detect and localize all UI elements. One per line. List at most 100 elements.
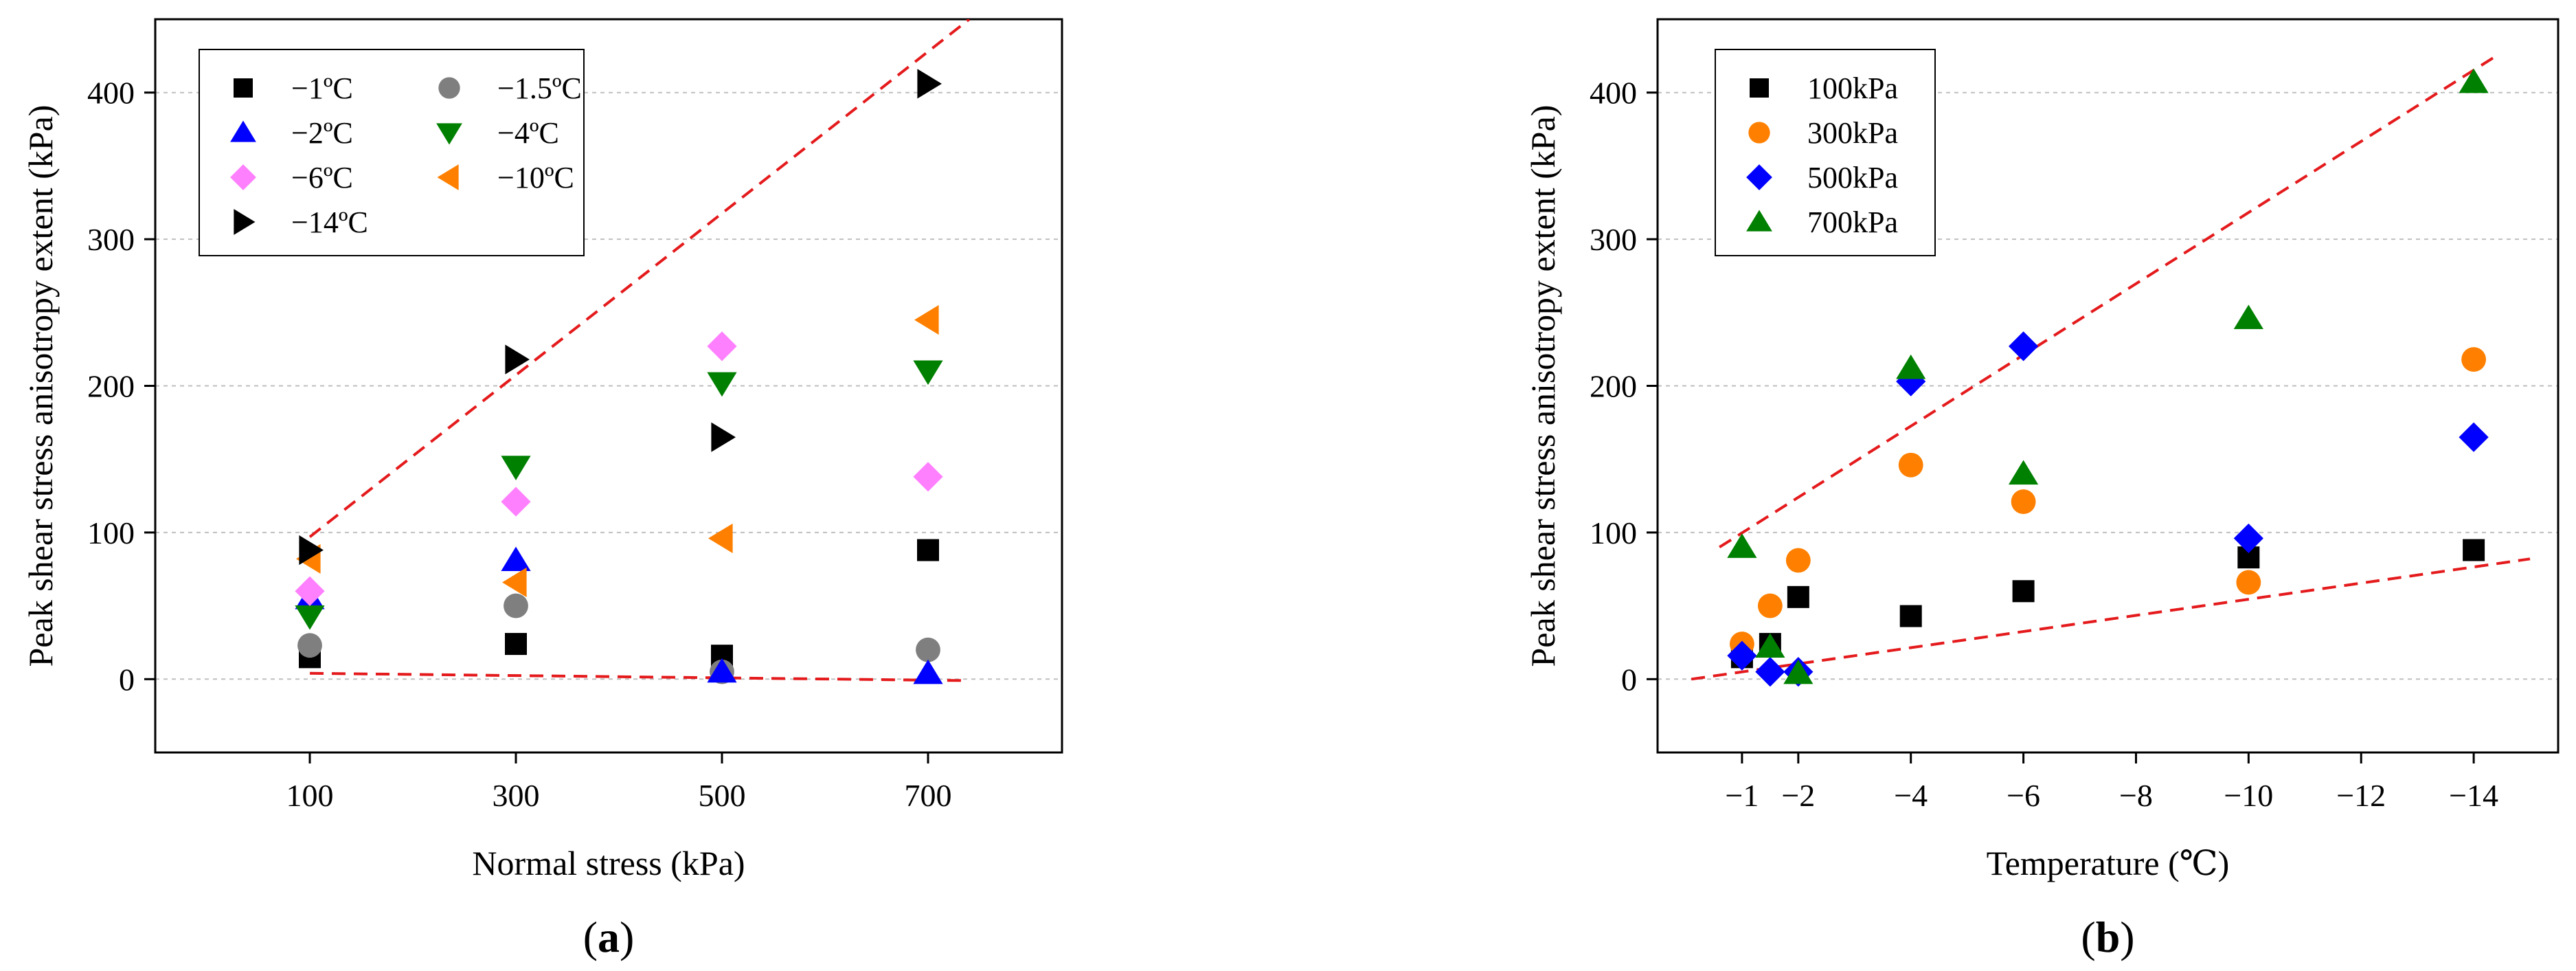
legend-label: −1.5ºC — [497, 71, 582, 105]
y-tick-label: 100 — [1590, 515, 1637, 550]
legend-marker — [1746, 164, 1772, 190]
series-m4c — [295, 360, 943, 630]
legend-label: 500kPa — [1807, 161, 1898, 194]
panel-label-letter: b — [2096, 913, 2121, 961]
legend-marker — [234, 209, 256, 235]
x-tick-label: 500 — [699, 778, 746, 813]
y-tick-label: 400 — [1590, 76, 1637, 111]
data-point — [502, 567, 527, 598]
panel-a: 100 300 500 700 0 100 200 300 400 Normal stress (… — [21, 18, 1063, 961]
legend-marker — [1748, 122, 1770, 144]
data-point — [2008, 331, 2039, 361]
data-point — [504, 593, 528, 618]
data-point — [2233, 523, 2263, 554]
data-point — [2233, 304, 2263, 329]
legend-label: 700kPa — [1807, 205, 1898, 239]
x-tick-label: −1 — [1725, 778, 1759, 813]
data-point — [2011, 489, 2036, 515]
legend-label: 100kPa — [1807, 71, 1898, 105]
y-tick-label: 200 — [87, 369, 135, 404]
data-point — [1898, 452, 1923, 478]
data-point — [295, 576, 325, 606]
data-point — [505, 633, 527, 656]
legend-label: −4ºC — [497, 116, 559, 150]
x-tick-label: 100 — [286, 778, 334, 813]
legend-marker — [1750, 78, 1769, 98]
data-point — [1896, 354, 1926, 379]
data-point — [2236, 570, 2261, 595]
data-point — [707, 372, 737, 397]
legend-marker — [437, 164, 459, 190]
legend-label: −2ºC — [291, 116, 353, 150]
panel-label: (a) — [583, 913, 635, 961]
x-tick-label: 700 — [905, 778, 952, 813]
legend-label: −1ºC — [291, 71, 353, 105]
y-tick-label: 0 — [1621, 662, 1637, 697]
series-m14c — [299, 69, 942, 566]
panel-label-open-paren: ( — [583, 913, 598, 961]
y-axis-title: Peak shear stress anisotropy extent (kPa… — [21, 105, 60, 667]
legend: 100kPa 300kPa 500kPa 700kPa — [1715, 49, 1936, 256]
legend-label: 300kPa — [1807, 116, 1898, 150]
data-point — [2008, 460, 2039, 485]
legend-label: −14ºC — [291, 205, 368, 239]
x-tick-label: 300 — [493, 778, 540, 813]
series-m1c — [299, 539, 939, 669]
panel-label-open-paren: ( — [2081, 913, 2095, 961]
legend-marker — [230, 120, 256, 142]
panel-label-close-paren: ) — [620, 913, 634, 961]
data-point — [913, 360, 943, 386]
legend-label: −10ºC — [497, 161, 574, 194]
y-tick-label: 0 — [119, 662, 135, 697]
data-point — [2012, 580, 2035, 603]
data-point — [1727, 640, 1757, 671]
data-point — [913, 462, 943, 492]
data-point — [1727, 533, 1757, 558]
x-axis-title: Normal stress (kPa) — [472, 844, 745, 882]
data-point — [299, 535, 324, 566]
legend: −1ºC −1.5ºC −2ºC −4ºC −6ºC −10ºC −14ºC — [199, 49, 585, 256]
series-m10c — [296, 304, 939, 598]
legend-marker — [1746, 210, 1772, 232]
data-point — [707, 658, 737, 683]
data-point — [1899, 605, 1922, 627]
data-point — [1755, 657, 1785, 687]
data-point — [501, 456, 531, 480]
y-axis-title: Peak shear stress anisotropy extent (kPa… — [1524, 105, 1562, 667]
data-point — [917, 539, 939, 561]
x-tick-label: −12 — [2336, 778, 2386, 813]
data-point — [1785, 548, 1811, 573]
x-tick-label: −6 — [2007, 778, 2040, 813]
data-point — [1783, 659, 1814, 684]
data-point — [917, 69, 942, 99]
y-tick-label: 300 — [1590, 222, 1637, 257]
data-point — [501, 546, 531, 572]
plot-area — [1691, 54, 2531, 687]
data-point — [2461, 347, 2487, 372]
x-tick-label: −14 — [2449, 778, 2498, 813]
data-point — [913, 659, 943, 684]
data-point — [2463, 539, 2485, 561]
legend-marker — [436, 123, 462, 145]
trend-line-2 — [1691, 557, 2531, 681]
data-point — [297, 633, 322, 658]
x-axis-title: Temperature (℃) — [1987, 844, 2230, 882]
legend-label: −6ºC — [291, 161, 353, 194]
x-tick-label: −4 — [1894, 778, 1928, 813]
data-point — [914, 304, 939, 335]
x-tick-label: −8 — [2119, 778, 2153, 813]
data-point — [505, 344, 530, 375]
data-point — [1755, 633, 1785, 658]
panel-label: (b) — [2081, 913, 2134, 961]
series-m2c — [295, 546, 943, 684]
x-tick-label: −10 — [2224, 778, 2273, 813]
data-point — [707, 331, 737, 361]
trend-line-2 — [309, 671, 970, 682]
series-100kpa — [1730, 539, 2485, 669]
y-tick-label: 400 — [87, 76, 135, 111]
series-700kpa — [1727, 68, 2489, 684]
data-point — [501, 487, 531, 517]
y-tick-label: 200 — [1590, 369, 1637, 404]
